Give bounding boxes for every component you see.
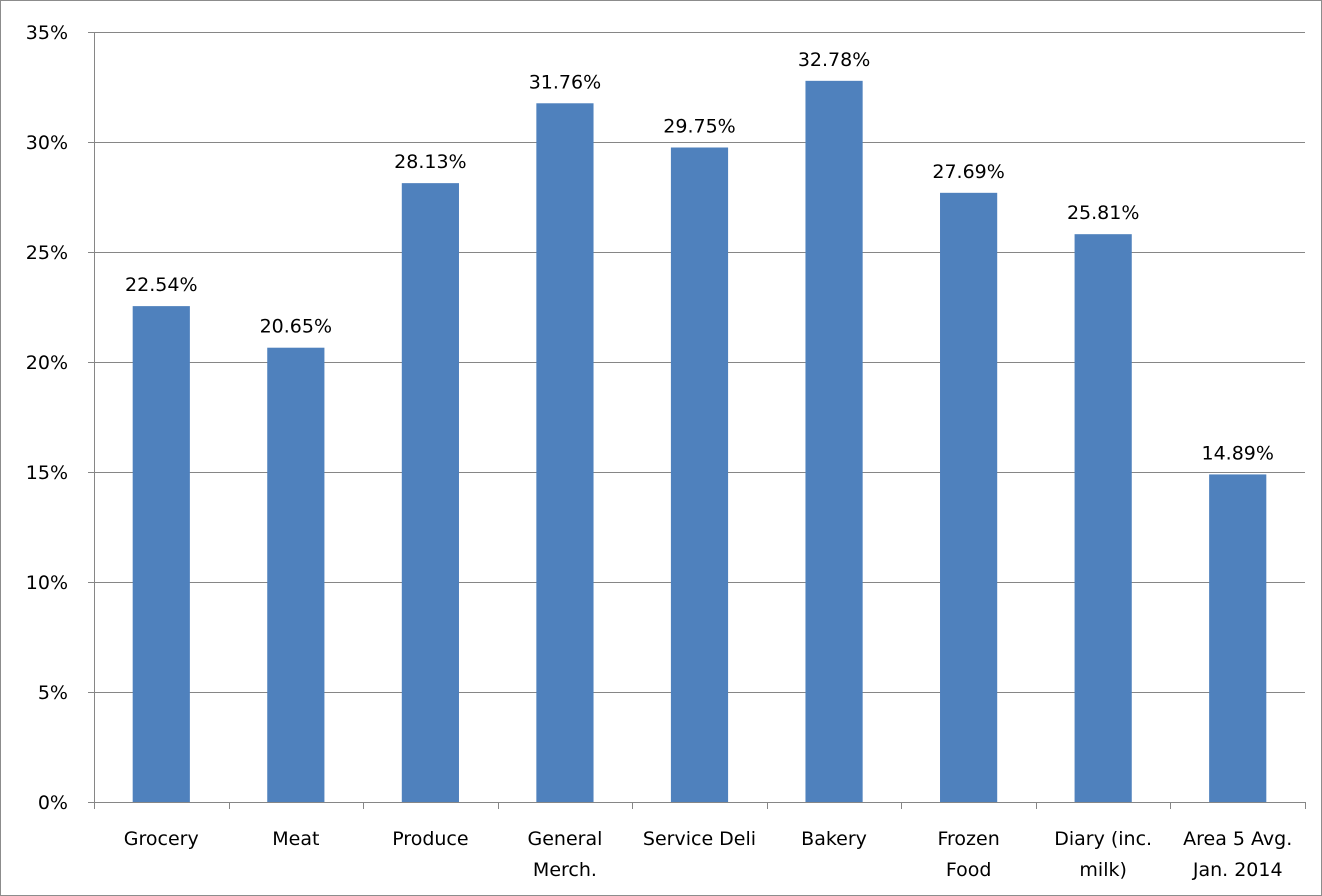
x-category-label: Grocery [124,828,199,850]
bar [401,183,459,802]
bar [940,192,998,802]
data-label: 27.69% [932,161,1004,183]
y-tick-label: 10% [26,572,68,594]
y-tick-label: 15% [26,462,68,484]
y-tick-label: 25% [26,242,68,264]
data-label: 32.78% [798,49,870,71]
x-category-label: Service Deli [643,828,756,850]
y-tick-label: 30% [26,132,68,154]
bar [1074,234,1132,802]
bar [267,347,325,802]
data-label: 25.81% [1067,202,1139,224]
bar [1209,474,1267,802]
x-category-label: Diary (inc. [1054,828,1152,850]
x-category-label: Food [946,859,992,881]
x-category-label: Area 5 Avg. [1183,828,1292,850]
x-category-label: Produce [392,828,468,850]
x-category-label: Frozen [937,828,999,850]
data-label: 29.75% [663,116,735,138]
data-label: 22.54% [125,274,197,296]
data-label: 28.13% [394,151,466,173]
x-category-label: Meat [272,828,319,850]
y-tick-label: 20% [26,352,68,374]
y-tick-label: 5% [38,682,68,704]
bar [132,306,190,802]
x-category-label: Bakery [801,828,867,850]
bar [805,80,863,803]
y-tick-label: 35% [26,22,68,44]
data-label: 14.89% [1201,442,1273,464]
data-label: 20.65% [260,316,332,338]
bar [670,147,729,802]
y-tick-label: 0% [38,792,68,814]
data-label: 31.76% [529,71,601,93]
x-category-label: Jan. 2014 [1192,859,1283,881]
x-category-label: Merch. [533,859,597,881]
x-category-label: General [527,828,602,850]
bar [536,103,594,802]
x-category-label: milk) [1079,859,1126,881]
